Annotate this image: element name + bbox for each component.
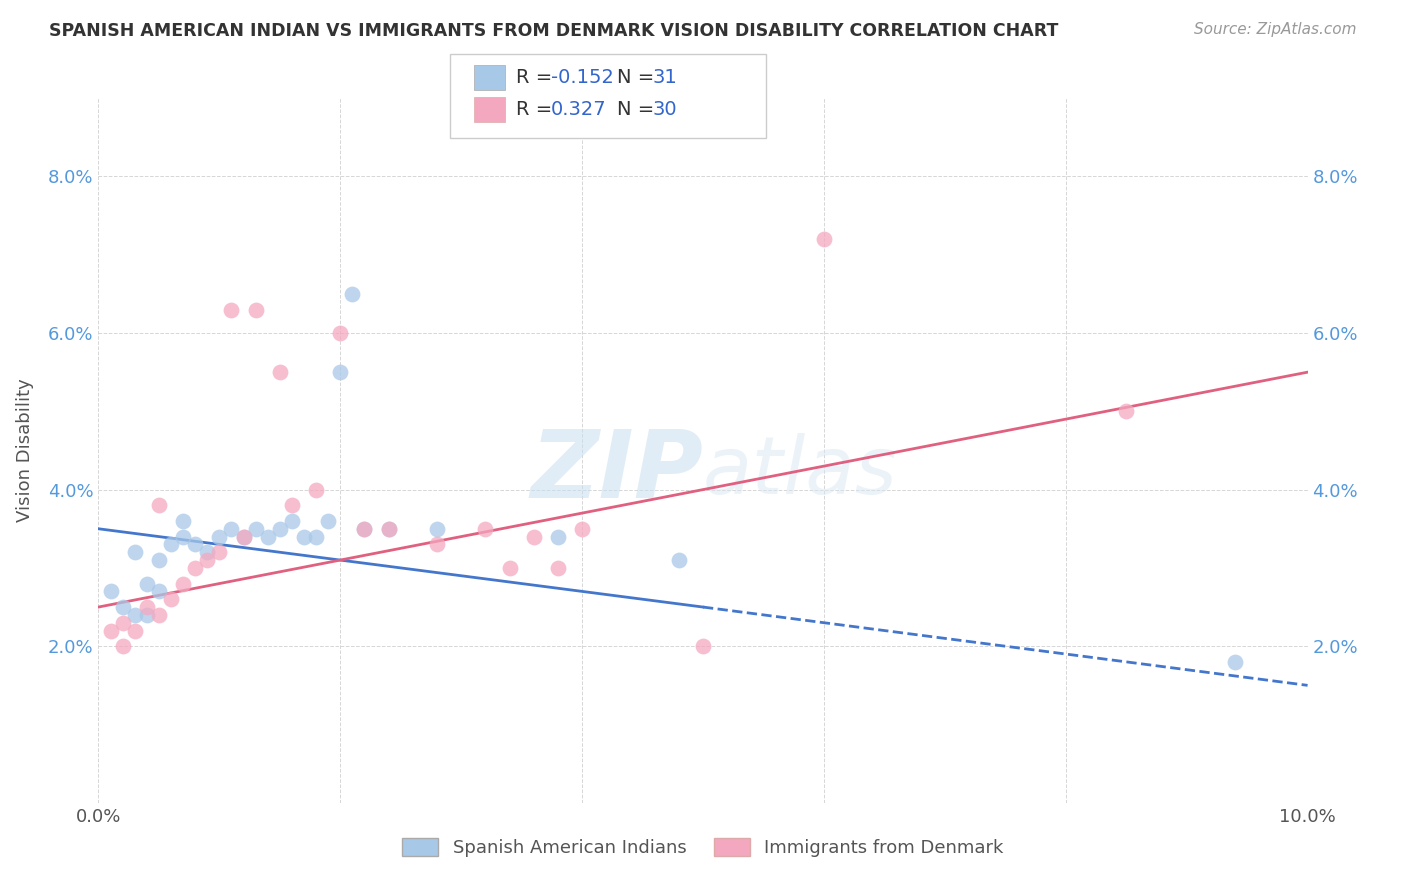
Point [124, 607, 146, 622]
Point [148, 498, 170, 512]
Point [124, 545, 146, 559]
Point [148, 584, 170, 599]
Point [547, 530, 569, 544]
Text: SPANISH AMERICAN INDIAN VS IMMIGRANTS FROM DENMARK VISION DISABILITY CORRELATION: SPANISH AMERICAN INDIAN VS IMMIGRANTS FR… [49, 22, 1059, 40]
Point [111, 615, 134, 630]
Legend: Spanish American Indians, Immigrants from Denmark: Spanish American Indians, Immigrants fro… [395, 830, 1011, 864]
Point [245, 522, 267, 536]
Point [135, 576, 157, 591]
Point [148, 553, 170, 567]
Text: R =: R = [516, 68, 558, 87]
Point [281, 498, 304, 512]
Point [111, 600, 134, 615]
Text: atlas: atlas [703, 433, 898, 510]
Point [571, 522, 593, 536]
Point [692, 639, 714, 653]
Point [208, 530, 231, 544]
Point [523, 530, 546, 544]
Point [208, 545, 231, 559]
Point [135, 607, 157, 622]
Point [124, 624, 146, 638]
Point [329, 365, 352, 379]
Text: Source: ZipAtlas.com: Source: ZipAtlas.com [1194, 22, 1357, 37]
Point [232, 530, 254, 544]
Text: ZIP: ZIP [530, 425, 703, 517]
Y-axis label: Vision Disability: Vision Disability [15, 378, 34, 523]
Text: 31: 31 [652, 68, 678, 87]
Point [221, 302, 243, 317]
Point [172, 576, 194, 591]
Point [256, 530, 278, 544]
Point [498, 561, 520, 575]
Point [377, 522, 399, 536]
Text: R =: R = [516, 100, 565, 120]
Point [232, 530, 254, 544]
Point [353, 522, 375, 536]
Point [195, 553, 218, 567]
Point [195, 545, 218, 559]
Point [172, 530, 194, 544]
Point [377, 522, 399, 536]
Point [245, 302, 267, 317]
Point [305, 530, 328, 544]
Point [547, 561, 569, 575]
Point [281, 514, 304, 528]
Point [1223, 655, 1246, 669]
Point [184, 537, 207, 551]
Point [148, 607, 170, 622]
Point [474, 522, 496, 536]
Point [160, 537, 183, 551]
Point [100, 624, 122, 638]
Point [269, 522, 291, 536]
Text: N =: N = [617, 100, 661, 120]
Point [160, 592, 183, 607]
Point [426, 537, 449, 551]
Point [111, 639, 134, 653]
Text: 0.327: 0.327 [551, 100, 607, 120]
Point [329, 326, 352, 340]
Point [172, 514, 194, 528]
Point [426, 522, 449, 536]
Point [1115, 404, 1137, 418]
Point [668, 553, 690, 567]
Text: N =: N = [617, 68, 661, 87]
Point [292, 530, 315, 544]
Text: -0.152: -0.152 [551, 68, 614, 87]
Point [221, 522, 243, 536]
Text: 30: 30 [652, 100, 678, 120]
Point [184, 561, 207, 575]
Point [353, 522, 375, 536]
Point [135, 600, 157, 615]
Point [100, 584, 122, 599]
Point [269, 365, 291, 379]
Point [316, 514, 339, 528]
Point [342, 286, 364, 301]
Point [305, 483, 328, 497]
Point [813, 232, 835, 246]
